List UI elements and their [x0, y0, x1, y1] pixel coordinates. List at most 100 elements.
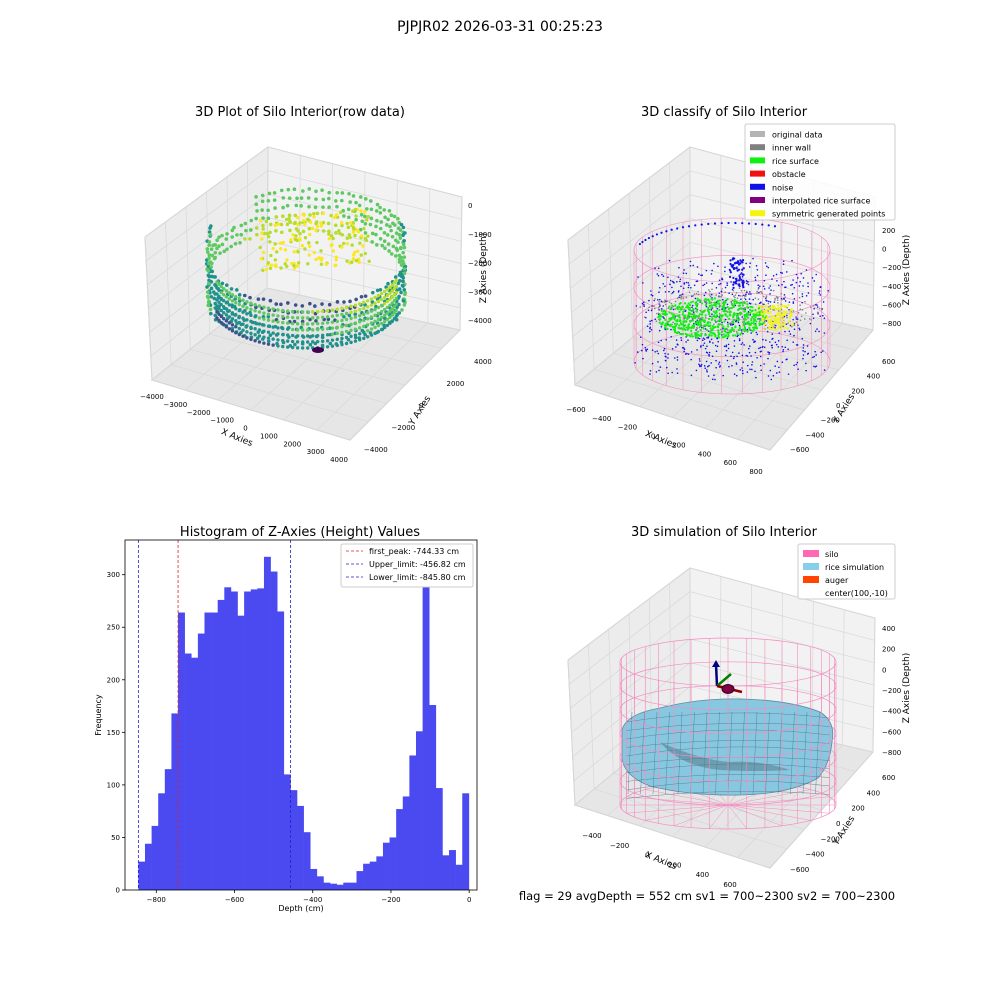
raw-point	[298, 237, 302, 241]
noise-point	[759, 364, 762, 367]
noise-point	[707, 365, 709, 368]
inner-wall-point	[744, 295, 746, 297]
raw-point	[379, 309, 384, 314]
histogram-bar	[263, 556, 271, 890]
raw-point	[321, 205, 325, 209]
histogram-bar	[250, 589, 258, 890]
rice-surface-point	[732, 305, 735, 308]
noise-point	[778, 366, 780, 369]
noise-point	[788, 330, 791, 333]
rice-surface-point	[682, 325, 685, 328]
noise-point	[782, 297, 785, 300]
raw-point	[210, 269, 215, 274]
raw-point	[403, 292, 407, 297]
raw-point	[353, 303, 358, 307]
inner-wall-point	[769, 305, 772, 307]
rice-surface-point	[691, 335, 694, 338]
noise-point	[738, 324, 741, 327]
noise-point	[702, 344, 705, 347]
raw-point	[290, 327, 295, 332]
raw-point	[241, 304, 245, 308]
inner-wall-point	[792, 310, 795, 312]
raw-point	[262, 329, 266, 333]
legend-label: symmetric generated points	[772, 210, 885, 219]
rice-surface-point	[714, 315, 717, 319]
raw-point	[234, 319, 238, 323]
rice-surface-point	[674, 326, 677, 330]
legend-label: inner wall	[772, 144, 811, 153]
noise-point	[696, 349, 698, 351]
rice-surface-point	[682, 321, 685, 324]
inner-wall-point	[731, 299, 734, 302]
panel1-ylabel: Y Axies	[407, 394, 433, 428]
auger-axis-y	[716, 673, 732, 687]
noise-point	[687, 282, 690, 284]
noise-point	[755, 265, 758, 267]
histogram-bar	[297, 805, 304, 890]
noise-point	[785, 271, 788, 273]
raw-point	[357, 332, 362, 336]
noise-point	[650, 309, 653, 312]
raw-point	[320, 339, 325, 343]
noise-point	[741, 342, 744, 344]
noise-point	[818, 292, 821, 294]
symmetric-point	[777, 325, 780, 328]
raw-point	[300, 316, 305, 320]
noise-point	[725, 349, 728, 352]
raw-point	[207, 278, 211, 283]
rice-surface-point	[726, 315, 729, 318]
raw-point	[268, 240, 272, 244]
noise-point	[660, 325, 663, 328]
raw-point	[276, 308, 280, 312]
legend-swatch	[750, 183, 765, 190]
noise-point	[705, 282, 708, 284]
rice-surface-point	[684, 302, 687, 305]
noise-point	[646, 348, 649, 351]
rice-surface-point	[732, 315, 735, 318]
noise-point	[727, 347, 730, 350]
noise-point	[775, 343, 778, 346]
raw-point	[359, 253, 363, 257]
histogram-bar	[164, 769, 172, 890]
raw-point	[353, 321, 358, 325]
inner-wall-point	[732, 289, 735, 292]
raw-point	[224, 307, 229, 311]
rice-surface-point	[696, 297, 699, 300]
noise-point	[648, 330, 651, 333]
rice-surface-point	[666, 327, 669, 331]
legend-swatch	[750, 210, 765, 217]
inner-wall-point	[810, 319, 813, 321]
rice-surface-point	[668, 311, 671, 314]
noise-point	[801, 293, 804, 295]
raw-point	[293, 342, 297, 347]
raw-point	[215, 286, 219, 290]
raw-point	[325, 333, 330, 337]
rice-surface-point	[711, 325, 714, 328]
raw-point	[254, 226, 259, 230]
rice-surface-point	[723, 335, 727, 338]
raw-point	[382, 307, 387, 312]
inner-wall-point	[718, 312, 721, 315]
raw-point	[329, 234, 334, 238]
raw-point	[402, 239, 406, 243]
rice-surface-point	[694, 322, 697, 325]
histogram-bar	[151, 825, 159, 890]
noise-point	[717, 363, 720, 365]
rice-surface-point	[710, 334, 713, 337]
rice-surface-point	[726, 305, 729, 309]
rice-surface-point	[752, 320, 755, 323]
raw-point	[305, 316, 310, 320]
noise-point	[713, 222, 717, 225]
raw-point	[271, 319, 275, 323]
inner-wall-point	[653, 305, 655, 307]
noise-point	[765, 299, 767, 302]
raw-point	[349, 322, 353, 327]
raw-point	[362, 324, 366, 329]
noise-point	[776, 360, 779, 363]
noise-point	[676, 368, 678, 370]
inner-wall-point	[697, 290, 699, 293]
raw-point	[207, 299, 211, 304]
raw-point	[248, 310, 252, 315]
raw-point	[207, 243, 212, 248]
raw-point	[241, 334, 245, 338]
